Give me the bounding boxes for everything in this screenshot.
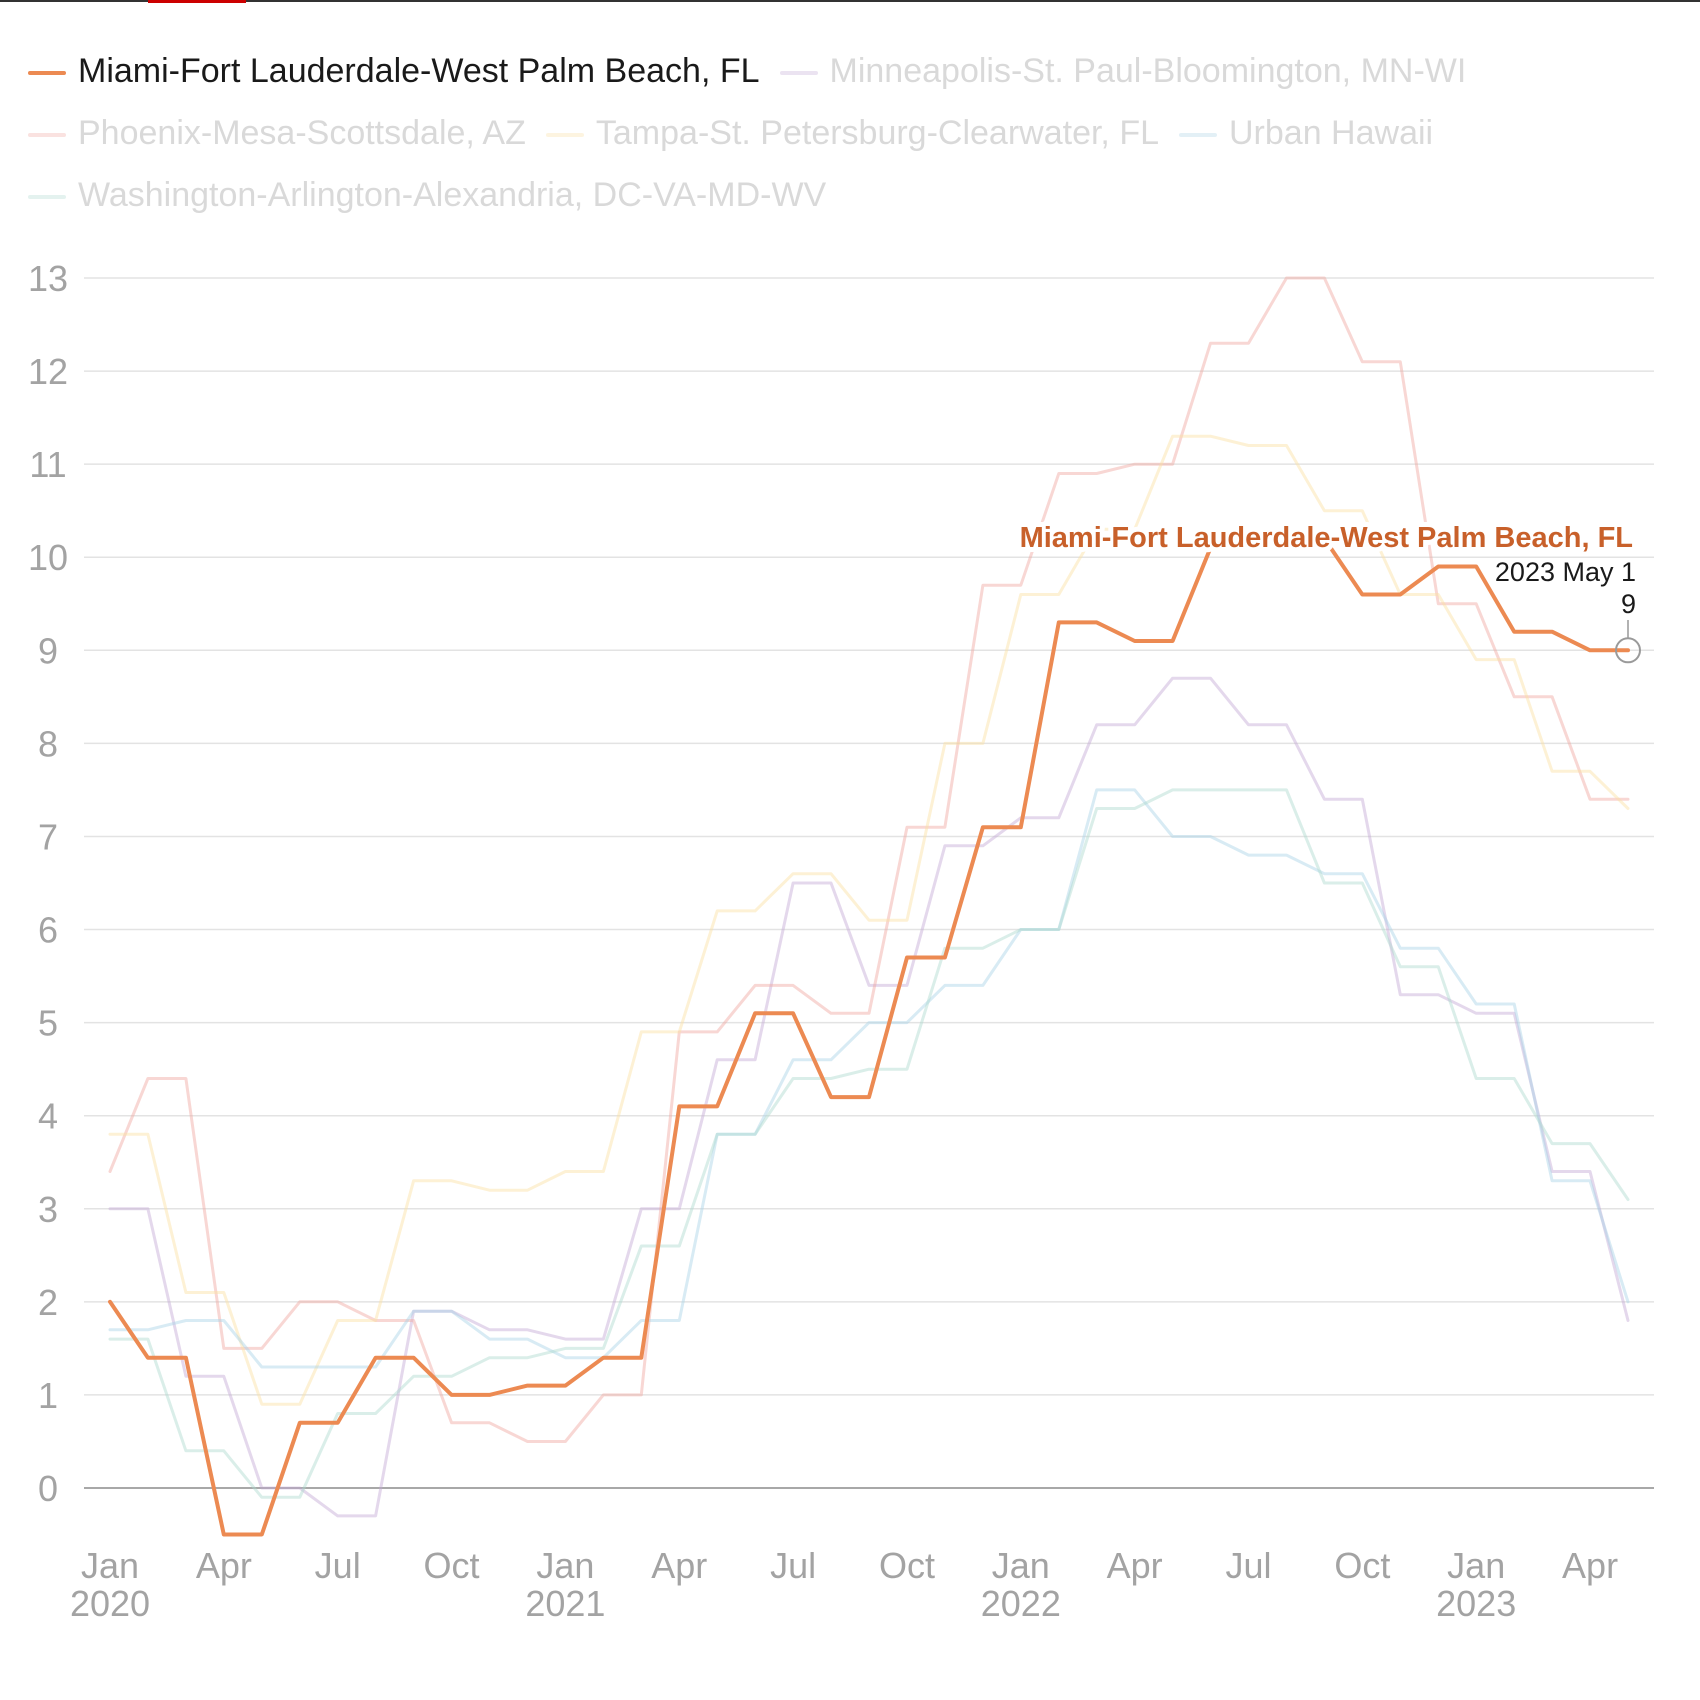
series-line-minneapolis-st-paul-bloomington-mn-wi (108, 676, 1630, 1518)
legend-item-miami-fort-lauderdale-west-palm-beach-fl[interactable]: Miami-Fort Lauderdale-West Palm Beach, F… (28, 40, 760, 102)
x-tick-year-label: 2023 (1436, 1583, 1516, 1624)
legend-swatch (28, 133, 66, 138)
legend-swatch (1179, 133, 1217, 138)
x-tick-label: Jan (1447, 1545, 1505, 1586)
x-tick-year-label: 2022 (981, 1583, 1061, 1624)
y-tick-label: 10 (28, 537, 68, 578)
x-tick-year-label: 2021 (525, 1583, 605, 1624)
legend-item-washington-arlington-alexandria-dc-va-md-wv[interactable]: Washington-Arlington-Alexandria, DC-VA-M… (28, 164, 826, 226)
y-tick-label: 9 (38, 630, 58, 671)
annotation-marker[interactable] (1615, 637, 1641, 664)
series-layer (108, 276, 1630, 1537)
x-tick-label: Apr (1107, 1545, 1163, 1586)
x-tick-label: Oct (1334, 1545, 1390, 1586)
x-tick-label: Jul (315, 1545, 361, 1586)
annotation-layer: Miami-Fort Lauderdale-West Palm Beach, F… (1015, 517, 1641, 664)
legend-item-minneapolis-st-paul-bloomington-mn-wi[interactable]: Minneapolis-St. Paul-Bloomington, MN-WI (779, 40, 1467, 102)
x-tick-label: Jan (81, 1545, 139, 1586)
x-tick-label: Jan (536, 1545, 594, 1586)
legend-swatch (28, 71, 66, 76)
x-tick-label: Jul (770, 1545, 816, 1586)
annotation-value: 9 (1621, 589, 1636, 619)
legend-label: Washington-Arlington-Alexandria, DC-VA-M… (78, 176, 827, 214)
y-tick-label: 6 (38, 910, 58, 951)
y-tick-label: 1 (38, 1375, 58, 1416)
y-tick-label: 7 (38, 816, 58, 857)
x-tick-label: Apr (1562, 1545, 1618, 1586)
y-tick-label: 4 (38, 1096, 58, 1137)
series-line-urban-hawaii (108, 788, 1630, 1369)
y-tick-label: 5 (38, 1003, 58, 1044)
series-line-miami-fort-lauderdale-west-palm-beach-fl (108, 536, 1630, 1537)
legend-swatch (28, 195, 66, 200)
legend-label: Miami-Fort Lauderdale-West Palm Beach, F… (78, 52, 760, 90)
legend-item-tampa-st-petersburg-clearwater-fl[interactable]: Tampa-St. Petersburg-Clearwater, FL (545, 102, 1159, 164)
y-tick-label: 12 (28, 351, 68, 392)
x-tick-label: Oct (424, 1545, 480, 1586)
legend-item-urban-hawaii[interactable]: Urban Hawaii (1179, 102, 1433, 164)
legend-label: Phoenix-Mesa-Scottsdale, AZ (78, 114, 526, 152)
x-tick-label: Jul (1225, 1545, 1271, 1586)
top-border (0, 0, 1700, 2)
series-line-washington-arlington-alexandria-dc-va-md-wv (108, 788, 1630, 1499)
y-tick-label: 11 (29, 444, 66, 485)
legend-swatch (779, 71, 818, 76)
annotation-date: 2023 May 1 (1495, 557, 1636, 587)
x-tick-year-label: 2020 (70, 1583, 150, 1624)
x-tick-label: Apr (651, 1545, 707, 1586)
annotation-series-label-halo: Miami-Fort Lauderdale-West Palm Beach, F… (1020, 522, 1633, 554)
annotation-series-label: Miami-Fort Lauderdale-West Palm Beach, F… (1020, 522, 1633, 554)
y-tick-label: 2 (38, 1282, 58, 1323)
legend-item-phoenix-mesa-scottsdale-az[interactable]: Phoenix-Mesa-Scottsdale, AZ (28, 102, 526, 164)
y-tick-label: 3 (38, 1189, 58, 1230)
y-tick-label: 0 (38, 1468, 58, 1509)
y-tick-label: 13 (28, 258, 68, 299)
legend-label: Minneapolis-St. Paul-Bloomington, MN-WI (829, 52, 1467, 90)
y-tick-label: 8 (38, 723, 58, 764)
series-line-phoenix-mesa-scottsdale-az (108, 276, 1630, 1443)
series-line-tampa-st-petersburg-clearwater-fl (108, 434, 1630, 1406)
legend-label: Urban Hawaii (1229, 114, 1434, 152)
x-tick-label: Jan (992, 1545, 1050, 1586)
chart-legend: Miami-Fort Lauderdale-West Palm Beach, F… (28, 40, 1668, 226)
top-accent-bar (148, 0, 246, 3)
legend-swatch (545, 133, 584, 138)
x-tick-label: Apr (196, 1545, 252, 1586)
legend-label: Tampa-St. Petersburg-Clearwater, FL (595, 114, 1159, 152)
x-tick-label: Oct (879, 1545, 935, 1586)
